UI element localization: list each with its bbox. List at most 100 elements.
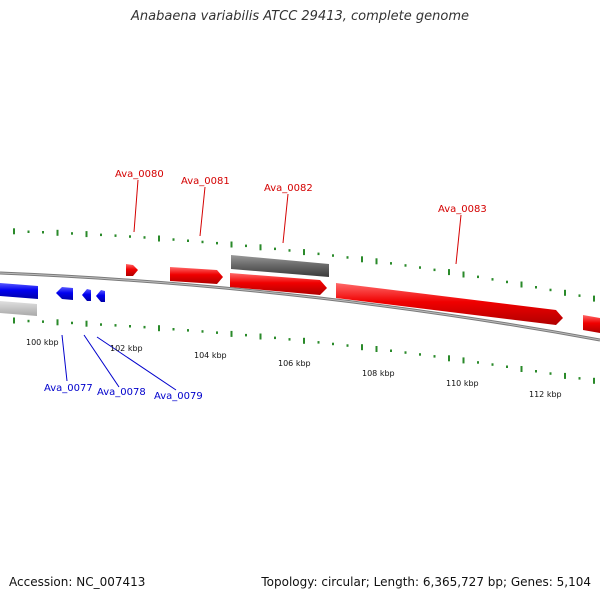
gc-skew-mark-upper [346,256,349,259]
tick-label-106kbp: 106 kbp [278,359,311,368]
gene-label-ava-0079: Ava_0079 [154,391,203,402]
gc-skew-mark-lower [114,324,117,327]
gc-skew-mark-upper [520,281,523,288]
gc-skew-mark-upper [419,266,421,269]
gc-skew-mark-lower [201,330,204,333]
tick-label-112kbp: 112 kbp [529,390,562,399]
gc-skew-mark-upper [13,228,15,235]
gene-arrow-ava-0080[interactable] [126,264,138,276]
gc-skew-mark-lower [158,325,160,332]
gene-label-ava-0082: Ava_0082 [264,183,313,194]
gc-skew-mark-lower [216,331,218,334]
gc-skew-mark-upper [317,252,320,256]
gc-skew-mark-upper [477,275,479,279]
gc-skew-mark-lower [56,319,59,326]
reverse-labels: Ava_0077 Ava_0078 Ava_0079 [44,334,203,402]
gc-skew-mark-lower [375,346,378,352]
gc-skew-mark-lower [245,333,247,337]
gc-skew-mark-lower [71,321,73,325]
gc-skew-mark-lower [506,365,508,368]
gc-skew-mark-lower [578,377,581,380]
gc-skew-mark-upper [274,247,276,251]
gc-skew-mark-upper [303,249,305,256]
gc-track-upper [13,228,595,302]
gc-skew-mark-upper [114,234,117,237]
gc-skew-mark-upper [462,271,465,278]
gc-skew-mark-lower [129,325,131,328]
gc-skew-mark-upper [549,288,552,292]
gc-skew-mark-upper [593,295,595,302]
tick-label-110kbp: 110 kbp [446,379,479,388]
gc-skew-mark-lower [27,319,30,323]
gc-skew-mark-upper [433,268,436,272]
gc-skew-mark-upper [259,244,262,251]
gc-track-lower [13,317,595,384]
gene-arrow-ava-0082[interactable] [230,273,327,295]
gc-skew-mark-lower [433,355,436,358]
gc-skew-mark-upper [100,233,102,237]
gc-skew-mark-lower [477,361,479,364]
gc-skew-mark-upper [56,229,59,236]
gc-skew-mark-lower [535,370,537,373]
gene-label-ava-0077: Ava_0077 [44,383,93,394]
gc-skew-mark-upper [491,278,494,281]
gene-arrow-ava-0079a[interactable] [82,289,91,301]
gene-arrow-ava-0081[interactable] [170,267,223,284]
gc-skew-mark-upper [201,240,204,244]
gene-arrow-ava-0078[interactable] [56,287,73,300]
gene-arrow-ava-0077[interactable] [0,283,38,299]
gc-skew-mark-upper [506,280,508,284]
gc-skew-mark-upper [245,244,247,248]
gc-skew-mark-lower [85,320,88,327]
gc-skew-mark-lower [230,330,233,337]
gc-skew-mark-lower [520,366,523,372]
gc-skew-mark-upper [42,231,44,234]
gc-skew-mark-lower [172,328,175,331]
gc-skew-mark-upper [129,235,131,238]
gc-skew-mark-upper [143,236,146,239]
gc-skew-mark-upper [578,294,581,297]
accession-label: Accession: NC_007413 [9,575,146,589]
tick-label-104kbp: 104 kbp [194,351,227,360]
gc-skew-mark-upper [27,230,30,233]
gc-skew-mark-upper [361,256,363,263]
gc-skew-mark-upper [332,254,334,257]
gene-arrow-next[interactable] [583,315,600,333]
gc-skew-mark-upper [216,241,218,245]
gc-skew-mark-lower [361,344,363,351]
gc-skew-mark-upper [375,258,378,265]
gc-skew-mark-upper [230,241,233,248]
gc-skew-mark-lower [143,325,146,329]
gene-arrow-ava-0079b[interactable] [96,290,105,302]
gc-skew-mark-lower [303,337,305,344]
gc-skew-mark-lower [549,372,552,375]
gc-skew-mark-lower [462,357,465,364]
gc-skew-mark-lower [259,333,262,340]
position-ticks: 100 kbp 102 kbp 104 kbp 106 kbp 108 kbp … [26,338,562,399]
gc-skew-mark-lower [346,344,349,347]
reverse-genes [0,283,105,316]
gc-skew-mark-upper [172,238,175,241]
gc-skew-mark-lower [13,317,15,324]
map-title: Anabaena variabilis ATCC 29413, complete… [131,9,469,24]
gene-arrow-ava-0083[interactable] [336,283,563,325]
gc-skew-mark-lower [593,377,595,384]
gc-skew-mark-lower [448,355,450,362]
gc-skew-mark-lower [42,320,44,323]
gc-skew-mark-lower [390,349,392,352]
gc-skew-mark-upper [158,235,160,242]
gc-skew-mark-lower [419,353,421,356]
gc-skew-mark-lower [187,329,189,332]
gc-skew-mark-upper [404,264,407,267]
tick-label-102kbp: 102 kbp [110,344,143,353]
gene-label-ava-0080: Ava_0080 [115,169,164,180]
gc-skew-mark-upper [288,249,291,252]
gc-skew-mark-upper [390,262,392,265]
gc-skew-mark-upper [535,286,537,289]
feature-gray[interactable] [231,255,329,277]
tick-label-100kbp: 100 kbp [26,338,59,347]
tick-label-108kbp: 108 kbp [362,369,395,378]
gc-skew-mark-lower [274,336,276,340]
feature-light-gray[interactable] [0,301,37,316]
